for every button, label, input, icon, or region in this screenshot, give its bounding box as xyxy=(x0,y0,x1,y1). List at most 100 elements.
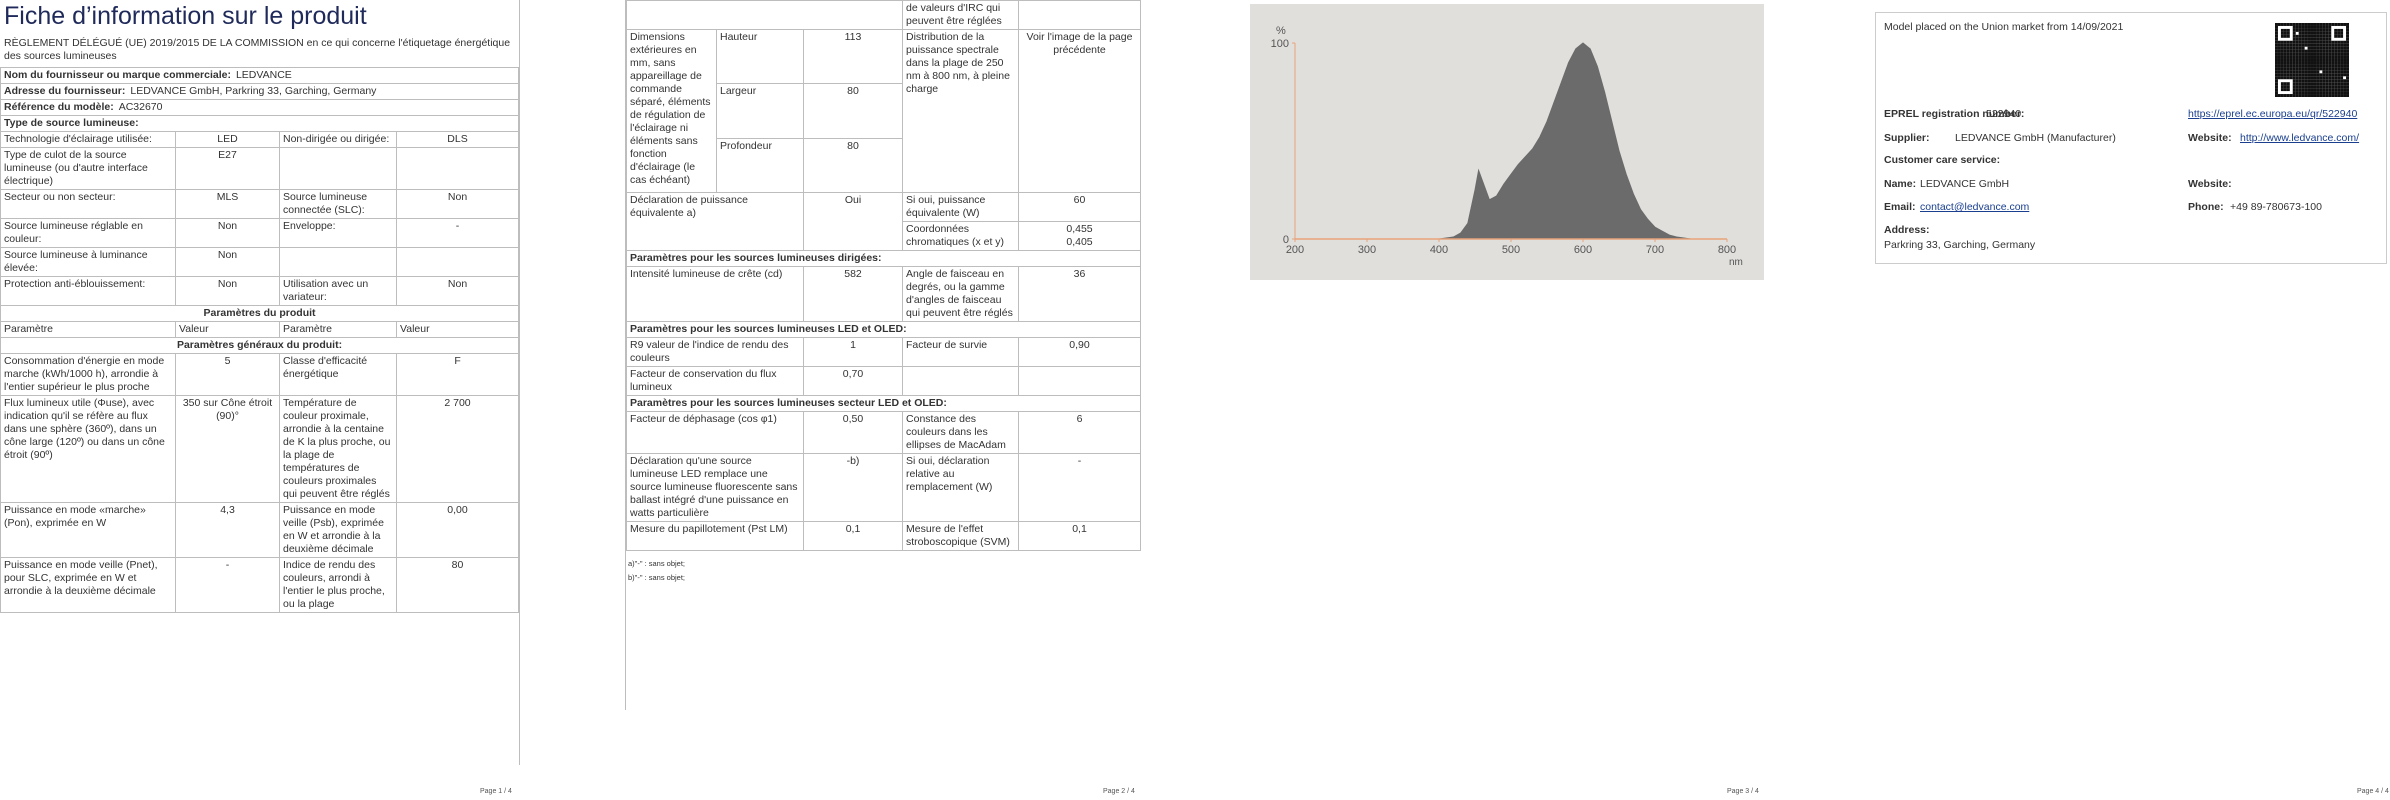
qr-module xyxy=(2298,43,2302,47)
qr-module xyxy=(2310,76,2314,80)
link[interactable]: contact@ledvance.com xyxy=(1920,201,2030,213)
link[interactable]: http://www.ledvance.com/ xyxy=(2240,132,2360,144)
qr-module xyxy=(2307,55,2311,59)
cell xyxy=(626,0,904,30)
qr-module xyxy=(2283,43,2287,47)
qr-module xyxy=(2325,79,2329,83)
qr-module xyxy=(2313,55,2317,59)
qr-module xyxy=(2301,61,2305,65)
qr-module xyxy=(2340,55,2344,59)
qr-module xyxy=(2316,23,2320,26)
qr-module xyxy=(2283,40,2287,44)
qr-module xyxy=(2319,34,2323,38)
qr-module xyxy=(2316,76,2320,80)
cell: Largeur xyxy=(716,83,804,139)
qr-module xyxy=(2277,73,2281,77)
cell: 1 xyxy=(802,337,904,367)
qr-module xyxy=(2319,43,2323,47)
qr-module xyxy=(2277,94,2281,97)
qr-module xyxy=(2346,82,2349,86)
qr-module xyxy=(2280,52,2284,56)
link[interactable]: https://eprel.ec.europa.eu/qr/522940 xyxy=(2188,108,2358,120)
qr-module xyxy=(2328,82,2332,86)
qr-module xyxy=(2328,46,2332,50)
label: Phone: xyxy=(2188,201,2224,213)
qr-module xyxy=(2298,52,2302,56)
qr-module xyxy=(2337,67,2341,71)
qr-module xyxy=(2275,28,2278,32)
row: Source lumineuse réglable en couleur: Non… xyxy=(0,218,519,248)
qr-module xyxy=(2289,52,2293,56)
qr-module xyxy=(2301,58,2305,62)
qr-module xyxy=(2322,52,2326,56)
qr-module xyxy=(2325,73,2329,77)
cell: Paramètres pour les sources lumineuses d… xyxy=(626,250,1142,267)
qr-module xyxy=(2283,73,2287,77)
cell: Puissance en mode veille (Psb), exprimée… xyxy=(279,502,397,558)
qr-module xyxy=(2295,28,2299,32)
qr-module xyxy=(2343,88,2347,92)
qr-module xyxy=(2328,64,2332,68)
cell: 36 xyxy=(1018,266,1142,322)
qr-module xyxy=(2289,58,2293,62)
qr-module xyxy=(2275,58,2278,62)
qr-module xyxy=(2316,34,2320,38)
qr-module xyxy=(2292,49,2296,53)
qr-module xyxy=(2328,94,2332,97)
qr-module xyxy=(2316,67,2320,71)
qr-module xyxy=(2283,64,2287,68)
qr-module xyxy=(2298,37,2302,41)
qr-module xyxy=(2331,79,2335,83)
cell xyxy=(395,147,519,190)
qr-module xyxy=(2319,82,2323,86)
qr-module xyxy=(2331,88,2335,92)
cell: Référence du modèle: AC32670 xyxy=(0,99,519,116)
cell: Technologie d'éclairage utilisée: xyxy=(0,131,176,148)
qr-module xyxy=(2298,25,2302,29)
qr-module xyxy=(2275,94,2278,97)
qr-module xyxy=(2301,34,2305,38)
qr-module xyxy=(2331,58,2335,62)
qr-module xyxy=(2322,23,2326,26)
qr-module xyxy=(2325,55,2329,59)
qr-module xyxy=(2307,91,2311,95)
qr-module xyxy=(2319,91,2323,95)
qr-module xyxy=(2343,40,2347,44)
qr-module xyxy=(2313,94,2317,97)
qr-module xyxy=(2325,40,2329,44)
qr-module xyxy=(2316,79,2320,83)
qr-module xyxy=(2328,37,2332,41)
row: Paramètres pour les sources lumineuses L… xyxy=(626,321,1142,338)
qr-module xyxy=(2313,73,2317,77)
qr-module xyxy=(2322,91,2326,95)
qr-module xyxy=(2340,94,2344,97)
qr-module xyxy=(2331,64,2335,68)
qr-module xyxy=(2334,52,2338,56)
qr-module xyxy=(2275,73,2278,77)
qr-module xyxy=(2292,94,2296,97)
qr-module xyxy=(2313,58,2317,62)
qr-module xyxy=(2316,73,2320,77)
qr-module xyxy=(2340,73,2344,77)
cell: Type de culot de la source lumineuse (ou… xyxy=(0,147,176,190)
qr-module xyxy=(2337,73,2341,77)
cell: Température de couleur proximale, arrond… xyxy=(279,395,397,503)
qr-module xyxy=(2295,85,2299,89)
qr-module xyxy=(2313,82,2317,86)
qr-module xyxy=(2337,31,2341,35)
qr-module xyxy=(2304,61,2308,65)
qr-module xyxy=(2331,46,2335,50)
qr-module xyxy=(2319,25,2323,29)
qr-module xyxy=(2328,28,2332,32)
qr-module xyxy=(2316,70,2320,74)
qr-module xyxy=(2328,76,2332,80)
qr-module xyxy=(2313,37,2317,41)
qr-module xyxy=(2331,73,2335,77)
qr-module xyxy=(2286,40,2290,44)
qr-module xyxy=(2292,73,2296,77)
qr-module xyxy=(2298,88,2302,92)
cell: Adresse du fournisseur: LEDVANCE GmbH, Pa… xyxy=(0,83,519,100)
cell: - xyxy=(1018,453,1142,522)
page-footer: Page 2 / 4 xyxy=(1103,788,1135,795)
qr-module xyxy=(2277,23,2281,26)
